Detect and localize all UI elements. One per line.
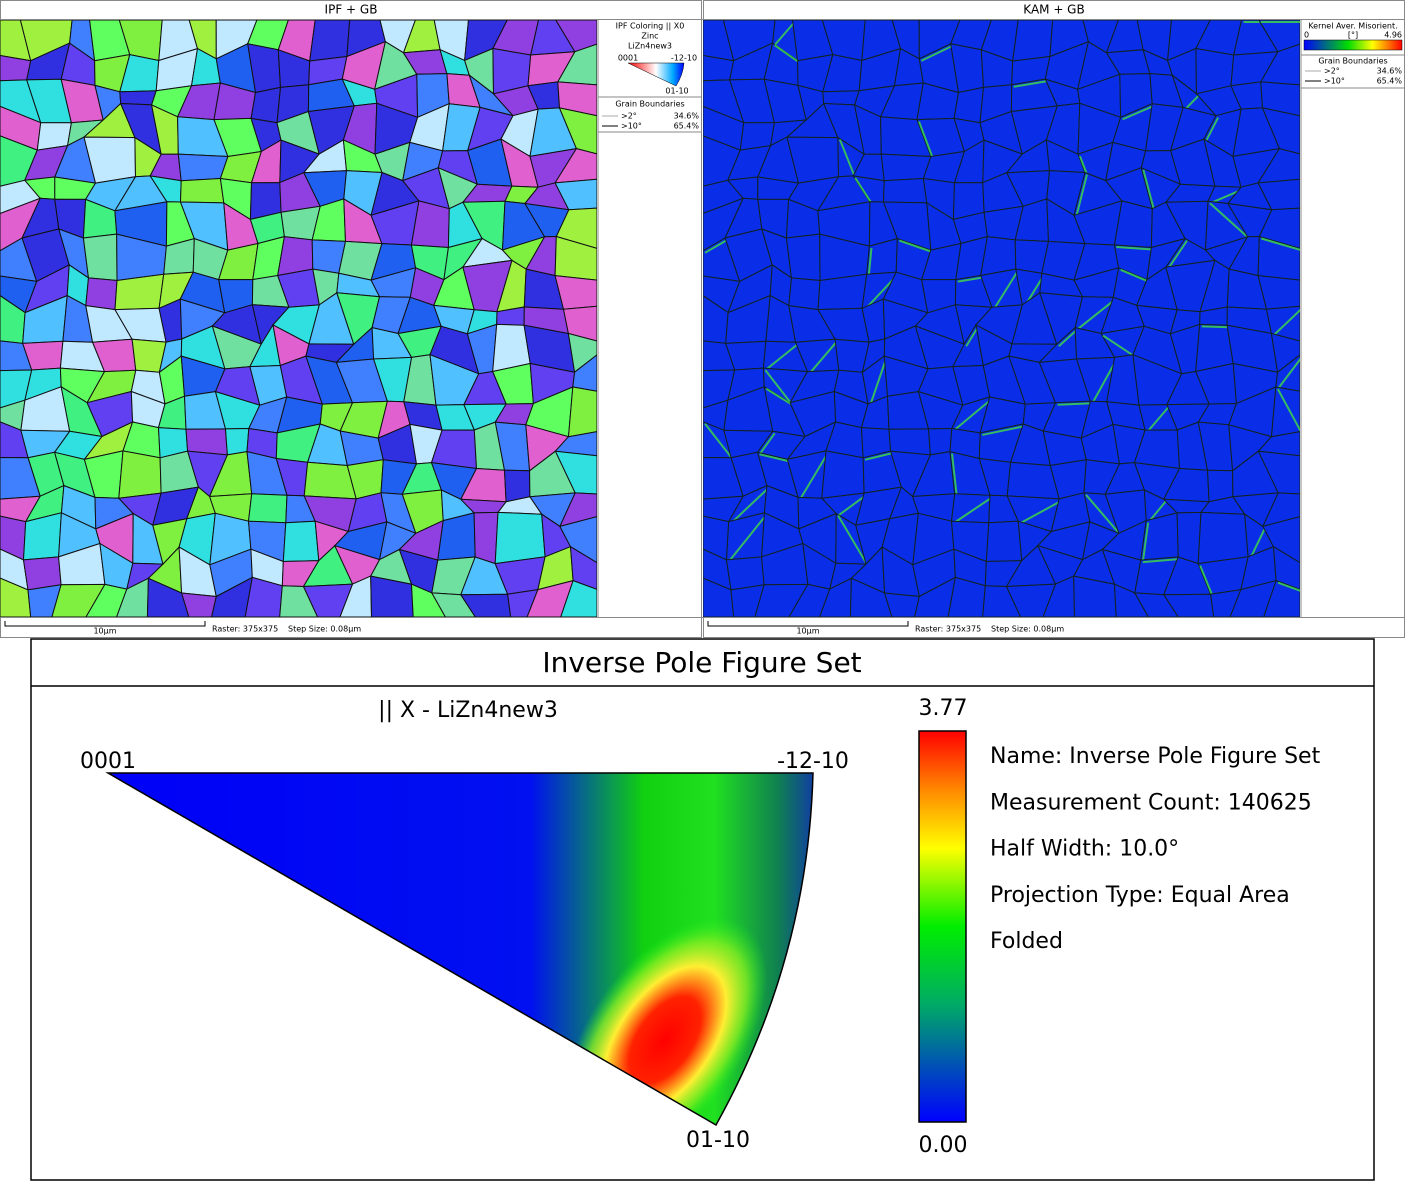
ipf-legend: IPF Coloring || X0 Zinc LiZn4new3 0001 -… bbox=[598, 20, 702, 617]
pf-corner: 01-10 bbox=[686, 1128, 750, 1153]
scale-bar-label: 10µm bbox=[93, 627, 116, 636]
legend-unit: [°] bbox=[1348, 31, 1358, 40]
pf-info-line: Projection Type: Equal Area bbox=[990, 883, 1290, 908]
ipf-map bbox=[0, 20, 597, 617]
pf-info-line: Measurement Count: 140625 bbox=[990, 790, 1312, 815]
legend-corner: 01-10 bbox=[665, 87, 688, 96]
grain bbox=[822, 451, 864, 498]
panel-title: KAM + GB bbox=[1023, 3, 1084, 17]
legend-subtitle: Grain Boundaries bbox=[1318, 57, 1387, 66]
grain bbox=[115, 274, 164, 309]
legend-max: 4.96 bbox=[1384, 31, 1402, 40]
raster: Raster: 375x375 bbox=[915, 625, 981, 634]
kam-map bbox=[703, 20, 1302, 619]
kam-legend: Kernel Aver. Misorient. 0 [°] 4.96 Grain… bbox=[1301, 20, 1405, 617]
pf-subtitle: || X - LiZn4new3 bbox=[378, 698, 558, 723]
grain bbox=[952, 494, 991, 523]
grain bbox=[889, 429, 930, 455]
pf-corner: -12-10 bbox=[777, 749, 849, 774]
panel-title: IPF + GB bbox=[325, 3, 378, 17]
legend-value: 65.4% bbox=[1377, 77, 1403, 86]
grain bbox=[249, 494, 288, 523]
legend-title: Kernel Aver. Misorient. bbox=[1308, 22, 1397, 31]
grain bbox=[83, 234, 117, 280]
color-bar bbox=[919, 731, 966, 1122]
color-bar-max: 3.77 bbox=[919, 696, 968, 721]
grain bbox=[186, 429, 227, 455]
grain bbox=[226, 429, 249, 455]
pf-info-line: Half Width: 10.0° bbox=[990, 837, 1179, 862]
footer: 10µm Raster: 375x375 Step Size: 0.08µm 1… bbox=[0, 618, 1405, 636]
step-size: Step Size: 0.08µm bbox=[288, 625, 361, 634]
legend-corner: -12-10 bbox=[671, 54, 697, 63]
grain bbox=[929, 429, 952, 455]
grain bbox=[24, 557, 62, 590]
legend-label: >10° bbox=[1324, 77, 1345, 86]
legend-title: IPF Coloring || X0 bbox=[616, 22, 685, 31]
grain bbox=[178, 154, 228, 181]
legend-label: >2° bbox=[1324, 67, 1340, 76]
grain bbox=[119, 451, 161, 498]
grain bbox=[823, 91, 859, 105]
grain bbox=[474, 512, 498, 563]
pf-corner: 0001 bbox=[80, 749, 136, 774]
grain bbox=[954, 87, 983, 122]
legend-value: 65.4% bbox=[674, 122, 700, 131]
grain bbox=[310, 20, 350, 61]
grain bbox=[881, 154, 931, 181]
grain bbox=[86, 278, 117, 310]
grain bbox=[727, 557, 765, 590]
grain bbox=[1198, 512, 1248, 563]
grain bbox=[251, 87, 280, 122]
grain bbox=[1013, 20, 1053, 61]
grain bbox=[1177, 512, 1201, 563]
legend-label: >10° bbox=[621, 122, 642, 131]
grain bbox=[120, 91, 156, 105]
legend-subtitle: Grain Boundaries bbox=[615, 100, 684, 109]
legend-dataset: LiZn4new3 bbox=[628, 42, 672, 51]
grain bbox=[786, 234, 820, 280]
color-bar-min: 0.00 bbox=[919, 1133, 968, 1158]
grain bbox=[818, 274, 867, 309]
grain bbox=[283, 521, 319, 561]
kam-band bbox=[1202, 326, 1229, 327]
grain bbox=[789, 278, 820, 310]
legend-label: >2° bbox=[621, 112, 637, 121]
legend-min: 0 bbox=[1304, 31, 1309, 40]
grain bbox=[986, 521, 1022, 561]
grain bbox=[495, 512, 545, 563]
legend-value: 34.6% bbox=[674, 112, 700, 121]
scale-bar-label: 10µm bbox=[796, 627, 819, 636]
pf-title: Inverse Pole Figure Set bbox=[542, 646, 861, 679]
step-size: Step Size: 0.08µm bbox=[991, 625, 1064, 634]
pole-figure-panel: Inverse Pole Figure Set || X - LiZn4new3… bbox=[31, 639, 1374, 1180]
grain bbox=[181, 179, 224, 203]
pf-info: Name: Inverse Pole Figure Set Measurement… bbox=[990, 744, 1321, 954]
legend-corner: 0001 bbox=[618, 54, 638, 63]
pf-info-line: Name: Inverse Pole Figure Set bbox=[990, 744, 1321, 769]
grain bbox=[884, 179, 927, 203]
grain bbox=[569, 387, 598, 437]
pf-info-line: Folded bbox=[990, 929, 1063, 954]
grain bbox=[1272, 387, 1301, 437]
raster: Raster: 375x375 bbox=[212, 625, 278, 634]
legend-value: 34.6% bbox=[1377, 67, 1403, 76]
legend-phase: Zinc bbox=[641, 32, 658, 41]
